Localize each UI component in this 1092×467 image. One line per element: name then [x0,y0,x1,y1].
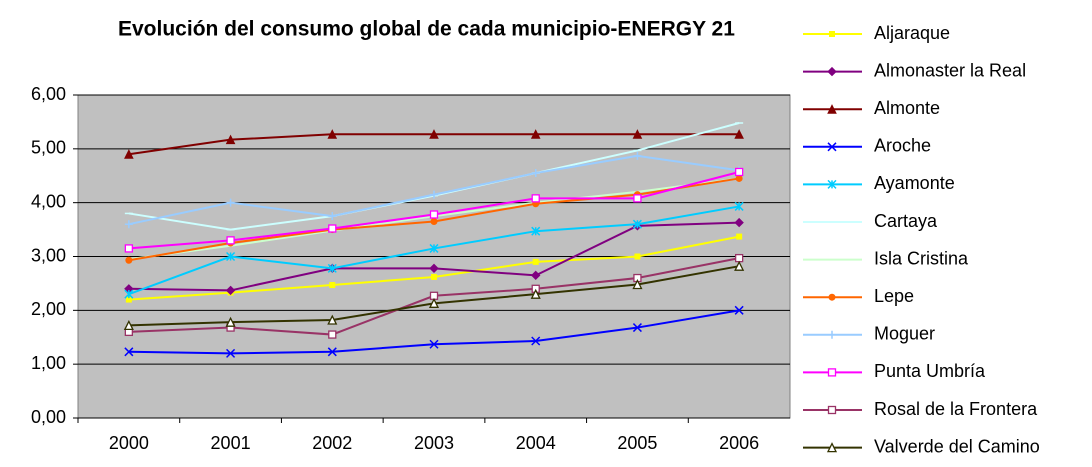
marker [123,319,134,331]
y-tick-label: 0,00 [31,407,66,427]
legend-label: Rosal de la Frontera [874,399,1038,419]
marker [124,220,133,229]
marker [327,347,337,357]
marker [632,323,642,333]
marker [327,129,338,139]
marker [431,273,437,280]
legend-label: Ayamonte [874,173,955,193]
chart-title: Evolución del consumo global de cada mun… [118,18,735,41]
legend-label: Lepe [874,286,914,306]
marker [530,129,541,139]
marker [328,330,337,339]
marker [124,149,134,159]
marker [430,190,438,199]
marker [634,253,641,260]
marker [734,253,744,263]
marker [125,296,132,303]
marker [734,217,744,228]
marker [827,66,837,77]
marker [734,129,744,139]
marker [429,129,439,139]
marker [226,198,235,207]
marker [428,297,440,308]
marker [734,305,744,315]
legend-label: Isla Cristina [874,248,969,268]
x-tick-label: 2000 [109,433,149,453]
marker [124,289,134,299]
y-tick-label: 4,00 [31,191,66,211]
marker [828,293,836,301]
marker [225,285,236,296]
marker [531,226,541,236]
marker [827,368,837,377]
marker [429,243,439,253]
marker [429,339,439,349]
marker [328,224,337,233]
marker [531,169,540,178]
x-tick-label: 2006 [719,433,759,453]
marker [633,194,642,203]
marker [430,218,438,226]
legend-label: Aljaraque [874,23,950,43]
legend-label: Cartaya [874,211,938,231]
marker [226,348,236,358]
marker [829,31,835,37]
marker [734,201,744,211]
marker [532,258,539,265]
y-tick-label: 1,00 [31,353,66,373]
marker [531,194,540,203]
legend-label: Almonte [874,98,940,118]
y-tick-label: 2,00 [31,299,66,319]
marker [327,263,337,273]
marker [827,104,837,114]
marker [734,167,744,177]
marker [633,151,642,160]
marker [828,330,836,339]
marker [124,244,134,253]
legend-label: Moguer [874,324,935,344]
marker [226,236,235,245]
marker [226,251,236,262]
y-tick-label: 6,00 [31,84,66,104]
marker [827,142,837,152]
marker [826,442,838,453]
marker [530,288,541,299]
marker [734,260,745,271]
marker [328,212,337,221]
x-tick-label: 2002 [312,433,352,453]
x-tick-label: 2001 [211,433,251,453]
x-tick-label: 2003 [414,433,454,453]
marker [632,279,643,290]
marker [429,210,439,219]
marker [125,256,133,264]
marker [327,314,338,325]
y-tick-label: 3,00 [31,245,66,265]
marker [736,233,743,240]
marker [225,316,236,327]
marker [632,219,642,229]
marker [329,282,336,289]
marker [735,174,743,182]
legend-label: Punta Umbría [874,361,986,381]
marker [225,134,236,145]
marker [632,129,643,139]
marker [124,347,134,357]
marker [827,179,837,189]
y-tick-label: 5,00 [31,138,66,158]
legend-label: Valverde del Camino [874,436,1040,456]
marker [429,263,439,274]
legend-label: Almonaster la Real [874,60,1026,80]
marker [531,336,541,346]
x-tick-label: 2004 [516,433,556,453]
marker [827,405,837,415]
legend-label: Aroche [874,136,931,156]
marker [531,270,541,281]
x-tick-label: 2005 [617,433,657,453]
